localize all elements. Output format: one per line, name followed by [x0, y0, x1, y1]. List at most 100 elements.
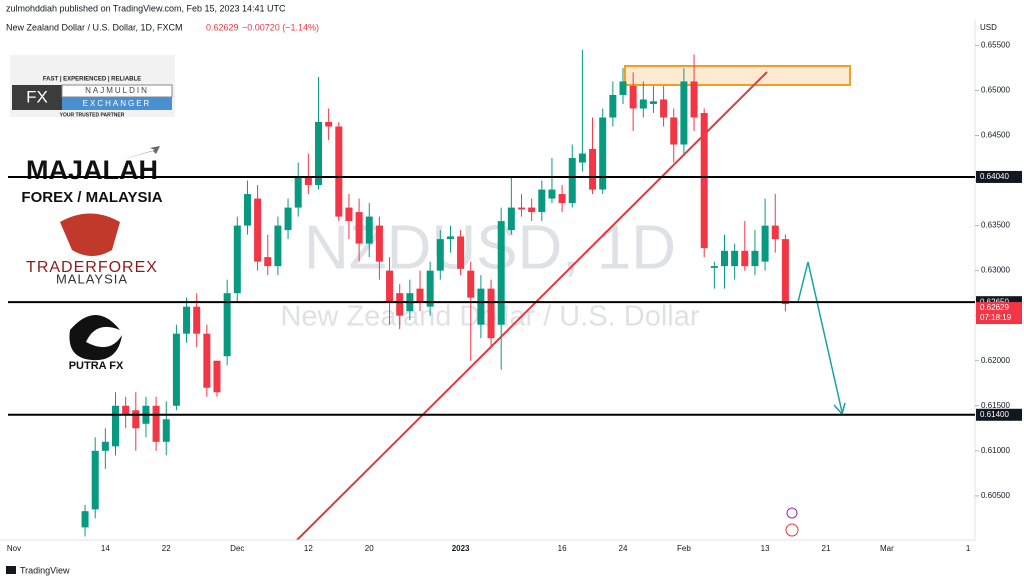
logos: FAST | EXPERIENCED | RELIABLE FX NAJMULD…	[10, 55, 175, 377]
candle-body	[304, 176, 312, 186]
putra-icon	[69, 315, 122, 361]
candle-body	[487, 288, 495, 339]
candle-body	[162, 419, 170, 442]
candle-body	[335, 126, 343, 217]
candle-body	[700, 112, 708, 249]
fx-sub: YOUR TRUSTED PARTNER	[60, 112, 125, 118]
candle-body	[274, 225, 282, 267]
x-tick-label: 2023	[452, 544, 470, 553]
candle-body	[781, 239, 789, 305]
candle-body	[639, 99, 647, 109]
level-label: 0.64040	[980, 172, 1009, 181]
x-tick-label: 1	[966, 544, 971, 553]
candle-body	[416, 288, 424, 303]
candle-body	[386, 270, 394, 303]
tv-logo	[6, 566, 16, 574]
fx-name2: EXCHANGER	[83, 99, 152, 108]
candle-body	[710, 266, 718, 268]
countdown: 07:18:19	[980, 313, 1012, 322]
y-tick-label: 0.65500	[981, 41, 1010, 50]
candle-body	[325, 121, 333, 127]
arrow-head	[833, 402, 846, 416]
candle-body	[467, 270, 475, 298]
level-tag	[976, 170, 1022, 183]
candle-body	[680, 81, 688, 145]
fx-mark: FX	[26, 87, 48, 106]
candle-body	[446, 236, 454, 240]
candle-body	[649, 101, 657, 104]
x-tick-label: 20	[365, 544, 374, 553]
candle-body	[81, 511, 89, 528]
level-tag	[976, 408, 1022, 421]
candle-body	[172, 333, 180, 406]
candle-body	[457, 236, 465, 269]
x-tick-label: Mar	[880, 544, 894, 553]
x-tick-label: 16	[558, 544, 567, 553]
y-tick-label: 0.63000	[981, 266, 1010, 275]
y-tick-label: 0.62000	[981, 356, 1010, 365]
candle-body	[315, 121, 322, 186]
putra-text: PUTRA FX	[69, 360, 124, 372]
candle-body	[284, 207, 292, 231]
candle-body	[670, 117, 678, 145]
x-tick-label: 24	[619, 544, 628, 553]
y-tick-label: 0.61500	[981, 401, 1010, 410]
candle-body	[264, 257, 272, 267]
event-icon	[786, 507, 798, 519]
level-label: 0.61400	[980, 410, 1009, 419]
candle-body	[396, 293, 404, 316]
candle-body	[660, 99, 668, 118]
candle-body	[203, 333, 211, 388]
majalah-arrow	[120, 146, 160, 160]
candle-body	[721, 250, 728, 267]
y-tick-label: 0.60500	[981, 491, 1010, 500]
x-tick-label: 12	[304, 544, 313, 553]
x-tick-label: 13	[761, 544, 770, 553]
candle-body	[243, 194, 251, 226]
x-tick-label: 21	[822, 544, 831, 553]
candle-body	[558, 194, 566, 204]
candle-body	[345, 207, 353, 222]
candle-body	[578, 153, 586, 163]
candle-body	[609, 94, 617, 118]
candle-body	[355, 212, 363, 244]
candle-body	[751, 250, 759, 267]
candle-body	[436, 239, 444, 271]
flag-icon	[785, 523, 799, 537]
candle-body	[183, 306, 191, 334]
majalah-sub: FOREX / MALAYSIA	[21, 189, 162, 206]
candle-body	[223, 293, 231, 357]
currency: USD	[980, 23, 997, 32]
candle-body	[112, 405, 119, 447]
last-price-tag	[976, 302, 1022, 325]
candle-body	[375, 225, 383, 262]
y-tick-label: 0.64500	[981, 131, 1010, 140]
fx-name2-box	[62, 97, 172, 110]
trader-title: TRADERFOREX	[26, 259, 158, 276]
last-price-label: 0.62629	[980, 303, 1009, 312]
y-tick-label: 0.63500	[981, 221, 1010, 230]
x-tick-label: Dec	[230, 544, 244, 553]
majalah-title: MAJALAH	[26, 155, 158, 185]
candle-body	[589, 149, 597, 190]
tiger-icon	[60, 213, 120, 256]
fx-name1: NAJMULDIN	[85, 86, 149, 95]
candle-body	[761, 225, 769, 262]
last-price: 0.62629	[206, 22, 239, 32]
candle-body	[426, 270, 434, 307]
candle-body	[538, 189, 546, 213]
symbol-line: New Zealand Dollar / U.S. Dollar, 1D, FX…	[6, 22, 183, 32]
candle-body	[528, 207, 536, 213]
candle-body	[599, 117, 607, 190]
candle-body	[477, 288, 485, 325]
candle-body	[101, 441, 109, 451]
candle-body	[771, 225, 779, 240]
candle-body	[213, 360, 221, 393]
candle-body	[619, 81, 627, 95]
x-tick-label: Nov	[7, 544, 21, 553]
candle-body	[254, 198, 262, 262]
candle-body	[233, 225, 241, 294]
x-tick-label: 14	[101, 544, 110, 553]
